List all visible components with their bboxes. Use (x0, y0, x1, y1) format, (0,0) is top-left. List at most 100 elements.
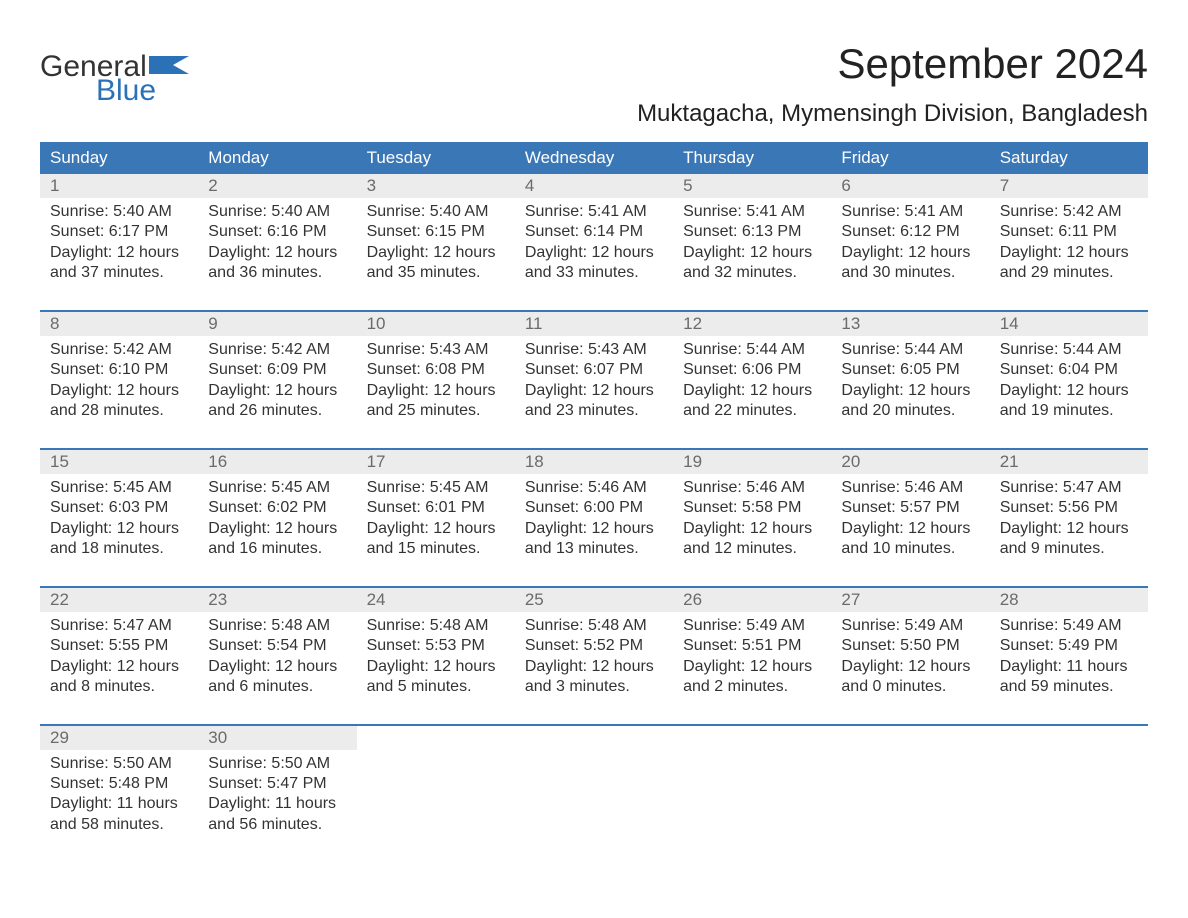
day-cell: 21Sunrise: 5:47 AMSunset: 5:56 PMDayligh… (990, 450, 1148, 562)
day-sunrise: Sunrise: 5:49 AM (841, 616, 979, 636)
day-sunset: Sunset: 6:11 PM (1000, 222, 1138, 242)
day-daylight1: Daylight: 12 hours (525, 243, 663, 263)
day-content: Sunrise: 5:41 AMSunset: 6:14 PMDaylight:… (515, 198, 673, 286)
day-daylight2: and 22 minutes. (683, 401, 821, 421)
day-cell: 2Sunrise: 5:40 AMSunset: 6:16 PMDaylight… (198, 174, 356, 286)
day-daylight2: and 6 minutes. (208, 677, 346, 697)
day-daylight2: and 5 minutes. (367, 677, 505, 697)
day-sunset: Sunset: 5:49 PM (1000, 636, 1138, 656)
day-sunrise: Sunrise: 5:50 AM (50, 754, 188, 774)
day-sunrise: Sunrise: 5:46 AM (841, 478, 979, 498)
day-sunrise: Sunrise: 5:40 AM (367, 202, 505, 222)
day-cell: ..... (357, 726, 515, 838)
day-headers-row: Sunday Monday Tuesday Wednesday Thursday… (40, 142, 1148, 174)
day-sunrise: Sunrise: 5:47 AM (50, 616, 188, 636)
day-daylight2: and 37 minutes. (50, 263, 188, 283)
day-daylight1: Daylight: 12 hours (1000, 243, 1138, 263)
day-content: Sunrise: 5:48 AMSunset: 5:54 PMDaylight:… (198, 612, 356, 700)
day-daylight1: Daylight: 11 hours (208, 794, 346, 814)
day-cell: 19Sunrise: 5:46 AMSunset: 5:58 PMDayligh… (673, 450, 831, 562)
day-cell: 24Sunrise: 5:48 AMSunset: 5:53 PMDayligh… (357, 588, 515, 700)
day-sunset: Sunset: 6:09 PM (208, 360, 346, 380)
day-daylight2: and 23 minutes. (525, 401, 663, 421)
day-cell: 13Sunrise: 5:44 AMSunset: 6:05 PMDayligh… (831, 312, 989, 424)
day-sunset: Sunset: 6:01 PM (367, 498, 505, 518)
day-sunset: Sunset: 5:53 PM (367, 636, 505, 656)
day-sunrise: Sunrise: 5:46 AM (683, 478, 821, 498)
day-content: Sunrise: 5:42 AMSunset: 6:11 PMDaylight:… (990, 198, 1148, 286)
day-daylight2: and 10 minutes. (841, 539, 979, 559)
day-daylight1: Daylight: 12 hours (50, 243, 188, 263)
day-number: 17 (357, 450, 515, 474)
day-number: 29 (40, 726, 198, 750)
day-header-wednesday: Wednesday (515, 142, 673, 174)
day-number: 24 (357, 588, 515, 612)
day-cell: ..... (515, 726, 673, 838)
day-cell: 28Sunrise: 5:49 AMSunset: 5:49 PMDayligh… (990, 588, 1148, 700)
day-sunrise: Sunrise: 5:42 AM (50, 340, 188, 360)
day-cell: ..... (673, 726, 831, 838)
day-sunset: Sunset: 5:58 PM (683, 498, 821, 518)
day-daylight2: and 18 minutes. (50, 539, 188, 559)
day-header-saturday: Saturday (990, 142, 1148, 174)
day-number: 27 (831, 588, 989, 612)
week-row: 22 Sunrise: 5:47 AMSunset: 5:55 PM Dayligh… (40, 586, 1148, 700)
week-row: 1Sunrise: 5:40 AMSunset: 6:17 PMDaylight… (40, 174, 1148, 286)
day-cell: 29Sunrise: 5:50 AMSunset: 5:48 PMDayligh… (40, 726, 198, 838)
day-daylight1: Daylight: 12 hours (208, 381, 346, 401)
day-daylight1: Daylight: 12 hours (1000, 519, 1138, 539)
day-cell: 22Sunrise: 5:47 AMSunset: 5:55 PMDayligh… (40, 588, 198, 700)
day-content: Sunrise: 5:46 AMSunset: 6:00 PMDaylight:… (515, 474, 673, 562)
day-content: Sunrise: 5:46 AMSunset: 5:58 PMDaylight:… (673, 474, 831, 562)
day-sunrise: Sunrise: 5:49 AM (1000, 616, 1138, 636)
day-content: Sunrise: 5:49 AMSunset: 5:49 PMDaylight:… (990, 612, 1148, 700)
day-sunrise: Sunrise: 5:47 AM (1000, 478, 1138, 498)
day-content: Sunrise: 5:49 AMSunset: 5:50 PMDaylight:… (831, 612, 989, 700)
day-number: 3 (357, 174, 515, 198)
day-cell: 8Sunrise: 5:42 AMSunset: 6:10 PMDaylight… (40, 312, 198, 424)
day-daylight1: Daylight: 12 hours (525, 657, 663, 677)
day-daylight1: Daylight: 12 hours (367, 519, 505, 539)
day-sunrise: Sunrise: 5:42 AM (1000, 202, 1138, 222)
day-number: 11 (515, 312, 673, 336)
day-daylight2: and 9 minutes. (1000, 539, 1138, 559)
day-cell: 5Sunrise: 5:41 AMSunset: 6:13 PMDaylight… (673, 174, 831, 286)
day-sunset: Sunset: 5:54 PM (208, 636, 346, 656)
day-daylight2: and 59 minutes. (1000, 677, 1138, 697)
day-cell: ..... (990, 726, 1148, 838)
day-number: 6 (831, 174, 989, 198)
day-daylight1: Daylight: 12 hours (525, 519, 663, 539)
day-daylight1: Daylight: 12 hours (208, 657, 346, 677)
day-content: Sunrise: 5:45 AMSunset: 6:01 PMDaylight:… (357, 474, 515, 562)
day-sunset: Sunset: 5:55 PM (50, 636, 188, 656)
day-number: 21 (990, 450, 1148, 474)
day-content: Sunrise: 5:48 AMSunset: 5:52 PMDaylight:… (515, 612, 673, 700)
day-number: 20 (831, 450, 989, 474)
day-daylight2: and 3 minutes. (525, 677, 663, 697)
day-content: Sunrise: 5:48 AMSunset: 5:53 PMDaylight:… (357, 612, 515, 700)
day-content: Sunrise: 5:43 AMSunset: 6:07 PMDaylight:… (515, 336, 673, 424)
month-title: September 2024 (637, 40, 1148, 88)
day-sunset: Sunset: 6:12 PM (841, 222, 979, 242)
day-sunrise: Sunrise: 5:45 AM (367, 478, 505, 498)
week-row: 29Sunrise: 5:50 AMSunset: 5:48 PMDayligh… (40, 724, 1148, 838)
day-sunrise: Sunrise: 5:48 AM (208, 616, 346, 636)
day-daylight1: Daylight: 12 hours (683, 243, 821, 263)
logo-blue-text: Blue (40, 76, 195, 106)
title-block: September 2024 Muktagacha, Mymensingh Di… (637, 40, 1148, 128)
day-number: 22 (40, 588, 198, 612)
day-daylight2: and 33 minutes. (525, 263, 663, 283)
day-daylight2: and 19 minutes. (1000, 401, 1138, 421)
day-content: Sunrise: 5:42 AMSunset: 6:10 PMDaylight:… (40, 336, 198, 424)
calendar: Sunday Monday Tuesday Wednesday Thursday… (40, 142, 1148, 837)
day-cell: 27Sunrise: 5:49 AMSunset: 5:50 PMDayligh… (831, 588, 989, 700)
day-content: Sunrise: 5:41 AMSunset: 6:12 PMDaylight:… (831, 198, 989, 286)
day-content: Sunrise: 5:45 AMSunset: 6:02 PMDaylight:… (198, 474, 356, 562)
day-daylight2: and 30 minutes. (841, 263, 979, 283)
day-sunrise: Sunrise: 5:40 AM (208, 202, 346, 222)
day-daylight1: Daylight: 12 hours (367, 381, 505, 401)
day-header-sunday: Sunday (40, 142, 198, 174)
day-number: 13 (831, 312, 989, 336)
day-sunset: Sunset: 6:04 PM (1000, 360, 1138, 380)
day-number: 28 (990, 588, 1148, 612)
